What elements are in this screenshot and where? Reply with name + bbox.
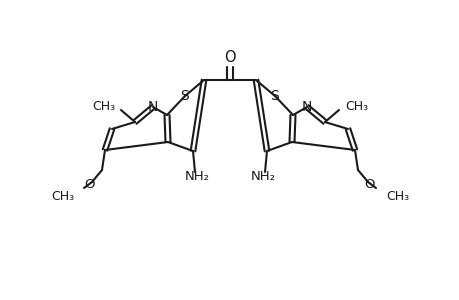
Text: NH₂: NH₂	[184, 169, 209, 182]
Text: O: O	[84, 178, 95, 190]
Text: O: O	[224, 50, 235, 64]
Text: NH₂: NH₂	[250, 169, 275, 182]
Text: O: O	[364, 178, 375, 190]
Text: N: N	[301, 100, 312, 114]
Text: CH₃: CH₃	[344, 100, 367, 112]
Text: N: N	[147, 100, 158, 114]
Text: CH₃: CH₃	[51, 190, 74, 202]
Text: S: S	[180, 89, 189, 103]
Text: CH₃: CH₃	[92, 100, 115, 112]
Text: S: S	[270, 89, 279, 103]
Text: CH₃: CH₃	[385, 190, 408, 202]
